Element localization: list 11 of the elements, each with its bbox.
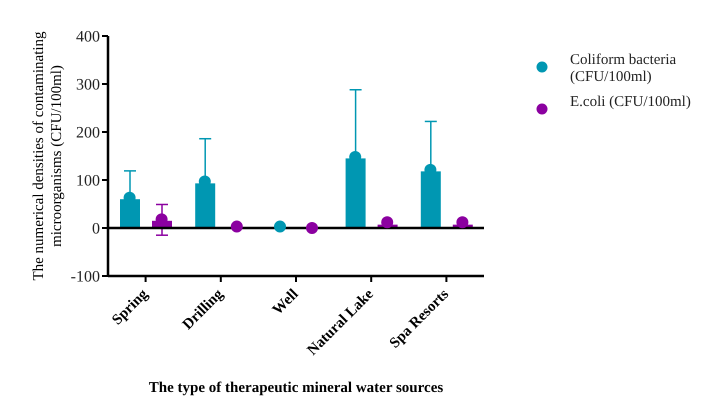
y-axis-title: The numerical densities of contaminating microorganisms (CFU/100ml): [31, 30, 65, 281]
x-axis-title: The type of therapeutic mineral water sources: [148, 380, 444, 396]
y-tick-label: 400: [76, 28, 100, 46]
legend-label: E.coli (CFU/100ml): [570, 94, 692, 111]
y-tick-label: 200: [76, 124, 100, 142]
legend-label: Coliform bacteria (CFU/100ml): [570, 52, 678, 86]
y-tick-label: 300: [76, 76, 100, 94]
y-tick-label: 0: [92, 220, 100, 238]
y-tick-label: -100: [70, 268, 100, 286]
y-tick-label: 100: [76, 172, 100, 190]
x-tick-label: Well: [270, 286, 302, 318]
